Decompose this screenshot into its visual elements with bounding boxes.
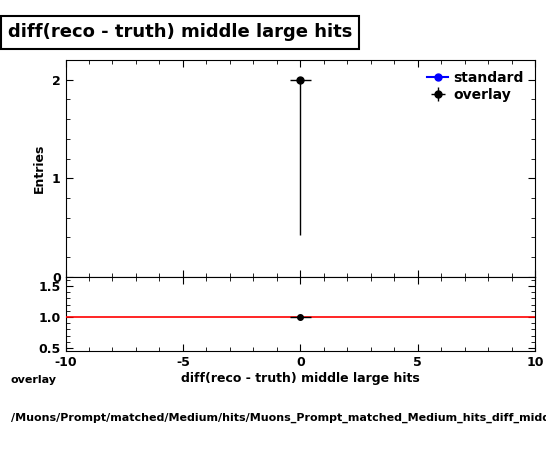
Text: /Muons/Prompt/matched/Medium/hits/Muons_Prompt_matched_Medium_hits_diff_middlela: /Muons/Prompt/matched/Medium/hits/Muons_… — [11, 413, 546, 423]
X-axis label: diff(reco - truth) middle large hits: diff(reco - truth) middle large hits — [181, 372, 420, 385]
Y-axis label: Entries: Entries — [33, 144, 46, 193]
Text: overlay: overlay — [11, 376, 57, 385]
Text: diff(reco - truth) middle large hits: diff(reco - truth) middle large hits — [8, 24, 352, 41]
Legend: standard, overlay: standard, overlay — [423, 67, 528, 106]
